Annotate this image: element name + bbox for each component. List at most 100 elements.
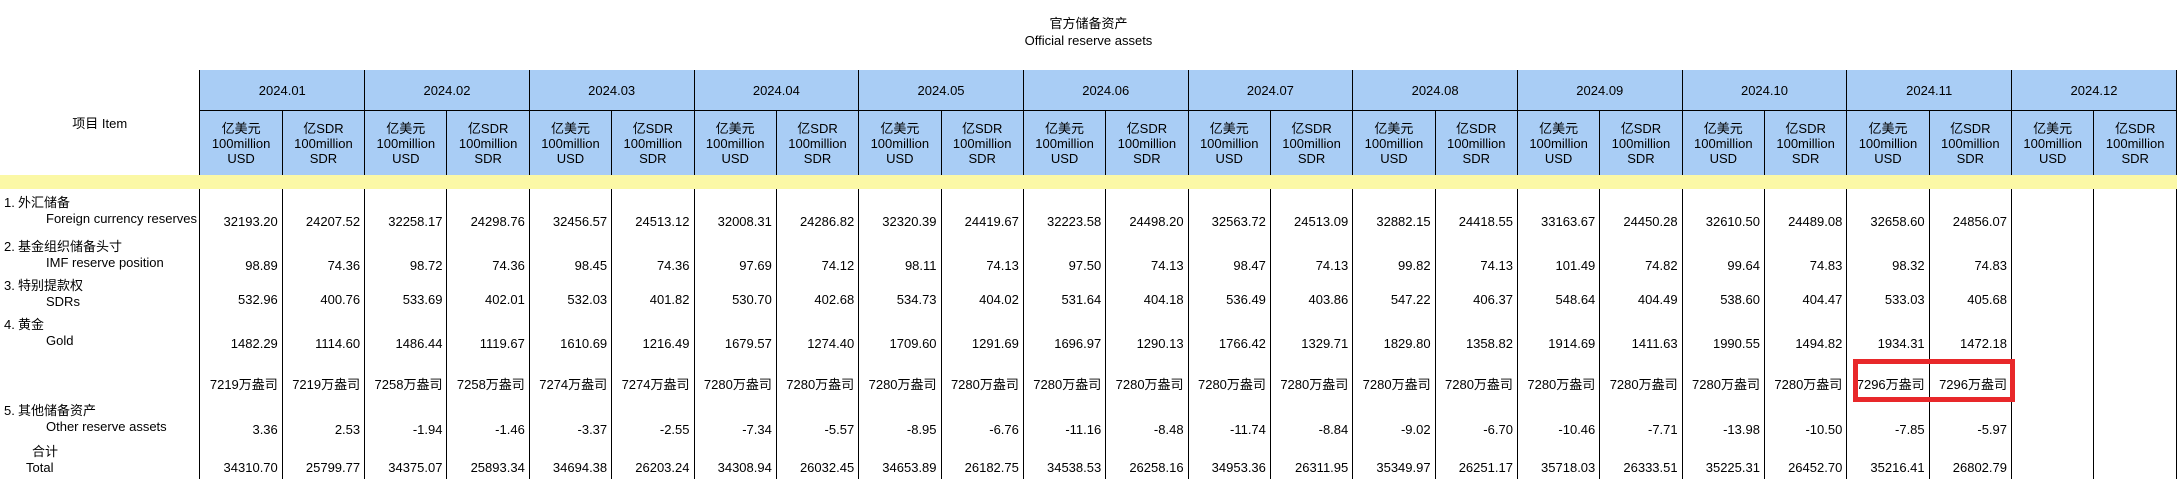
usd-unit-header: 亿美元 100million USD	[2010, 110, 2095, 175]
month-header: 2024.11	[1846, 70, 2012, 111]
value-cell: 3.36	[199, 397, 283, 441]
value-cell: 32658.60	[1846, 189, 1930, 233]
value-cell: -7.34	[694, 397, 777, 441]
sdr-unit-header: 亿SDR 100million SDR	[1105, 110, 1189, 175]
value-cell: 1494.82	[1764, 311, 1848, 355]
value-cell: 24498.20	[1105, 189, 1189, 233]
value-cell: 531.64	[1023, 277, 1107, 311]
value-cell: 532.03	[529, 277, 613, 311]
sdr-unit-header: 亿SDR 100million SDR	[446, 110, 530, 175]
value-cell: 24418.55	[1435, 189, 1518, 233]
value-cell: 1411.63	[1599, 311, 1683, 355]
value-cell: 34653.89	[858, 441, 942, 479]
row-name-cn: 合计	[32, 444, 59, 459]
month-header: 2024.01	[199, 70, 366, 111]
value-cell: 24419.67	[941, 189, 1024, 233]
sdr-unit-line: 100million	[1611, 135, 1671, 151]
value-cell: 7280万盎司	[1023, 355, 1107, 397]
value-cell: -11.74	[1188, 397, 1271, 441]
value-cell: 538.60	[1682, 277, 1765, 311]
value-cell: 1934.31	[1846, 311, 1930, 355]
value-cell: -13.98	[1682, 397, 1765, 441]
table-row: 2. 基金组织储备头寸 IMF reserve position 98.89 74.36…	[0, 233, 2177, 277]
value-cell: 7280万盎司	[1682, 355, 1765, 397]
value-cell: 32563.72	[1188, 189, 1271, 233]
value-cell: 7280万盎司	[1435, 355, 1518, 397]
usd-unit-header: 亿美元 100million USD	[693, 110, 777, 175]
value-cell: 1709.60	[858, 311, 942, 355]
row-label-cn: 4. 黄金	[4, 317, 199, 333]
value-cell: -7.85	[1846, 397, 1930, 441]
usd-unit-line: 100million	[376, 135, 436, 151]
value-cell: 34310.70	[199, 441, 283, 479]
value-cell: 547.22	[1352, 277, 1436, 311]
value-cell: 35225.31	[1682, 441, 1765, 479]
value-cell: 97.50	[1023, 233, 1107, 277]
value-cell: 532.96	[199, 277, 283, 311]
usd-unit-line: 100million	[2023, 135, 2082, 151]
value-cell: 74.83	[1764, 233, 1848, 277]
value-cell: -5.57	[776, 397, 860, 441]
value-cell: 34694.38	[529, 441, 613, 479]
value-cell: 32882.15	[1352, 189, 1436, 233]
sdr-unit-line: 100million	[952, 135, 1012, 151]
usd-unit-header: 亿美元 100million USD	[1352, 110, 1436, 175]
row-name-cn: 外汇储备	[18, 195, 71, 210]
spacer-cell	[282, 175, 365, 189]
sdr-unit-header: 亿SDR 100million SDR	[2093, 110, 2177, 175]
sdr-unit-line: 亿SDR	[1785, 120, 1826, 136]
value-cell: 1696.97	[1023, 311, 1107, 355]
value-cell: 1829.80	[1352, 311, 1436, 355]
value-cell: 32258.17	[364, 189, 448, 233]
value-cell: 74.13	[1105, 233, 1189, 277]
value-cell: 7280万盎司	[858, 355, 942, 397]
usd-unit-line: 100million	[1199, 135, 1259, 151]
sdr-unit-line: 亿SDR	[1126, 120, 1168, 136]
value-cell: 74.12	[776, 233, 860, 277]
usd-unit-header: 亿美元 100million USD	[858, 110, 942, 175]
spacer-cell	[1105, 175, 1189, 189]
value-cell: 7280万盎司	[776, 355, 860, 397]
value-cell: 98.11	[858, 233, 942, 277]
row-name-cn: 基金组织储备头寸	[18, 239, 123, 254]
sdr-unit-line: SDR	[1462, 150, 1490, 166]
value-cell: 24207.52	[282, 189, 366, 233]
value-cell: 32320.39	[858, 189, 942, 233]
value-cell: 7280万盎司	[1599, 355, 1683, 397]
row-label-cn	[4, 368, 199, 384]
value-cell: 1914.69	[1517, 311, 1601, 355]
row-number: 1.	[4, 195, 15, 210]
row-name-en: Foreign currency reserves	[46, 211, 197, 226]
spacer-cell	[1682, 175, 1765, 189]
sdr-unit-line: 100million	[294, 135, 353, 151]
row-name-cn: 特别提款权	[18, 278, 84, 293]
row-label-cn: 2. 基金组织储备头寸	[4, 239, 199, 255]
item-header: 项目 Item	[0, 70, 201, 175]
sdr-unit-header: 亿SDR 100million SDR	[941, 110, 1024, 175]
value-cell	[2011, 277, 2095, 311]
sdr-unit-line: SDR	[1956, 150, 1985, 166]
usd-unit-line: USD	[2038, 150, 2067, 166]
usd-unit-header: 亿美元 100million USD	[199, 110, 283, 175]
row-name-en: IMF reserve position	[46, 255, 164, 270]
usd-unit-line: 100million	[705, 135, 765, 151]
value-cell: 1290.13	[1105, 311, 1189, 355]
month-header: 2024.04	[693, 70, 860, 111]
sdr-unit-line: SDR	[1133, 150, 1161, 166]
row-label: 4. 黄金 Gold	[0, 311, 201, 355]
sdr-unit-line: 亿SDR	[1291, 120, 1332, 136]
value-cell: 1766.42	[1188, 311, 1271, 355]
sdr-unit-line: SDR	[1627, 150, 1655, 166]
spacer-cell	[364, 175, 447, 189]
sdr-unit-line: 100million	[1446, 135, 1506, 151]
spacer-cell	[1188, 175, 1271, 189]
value-cell: 33163.67	[1517, 189, 1601, 233]
month-header: 2024.03	[528, 70, 695, 111]
table-row: 7219万盎司 7219万盎司 7258万盎司 7258万盎司 7274万盎司 7274万…	[0, 355, 2177, 397]
usd-unit-line: 亿美元	[386, 120, 426, 136]
value-cell: 1216.49	[611, 311, 695, 355]
row-label: 3. 特别提款权 SDRs	[0, 277, 201, 311]
value-cell: 533.69	[364, 277, 448, 311]
sdr-unit-header: 亿SDR 100million SDR	[282, 110, 366, 175]
sdr-unit-line: 亿SDR	[961, 120, 1003, 136]
